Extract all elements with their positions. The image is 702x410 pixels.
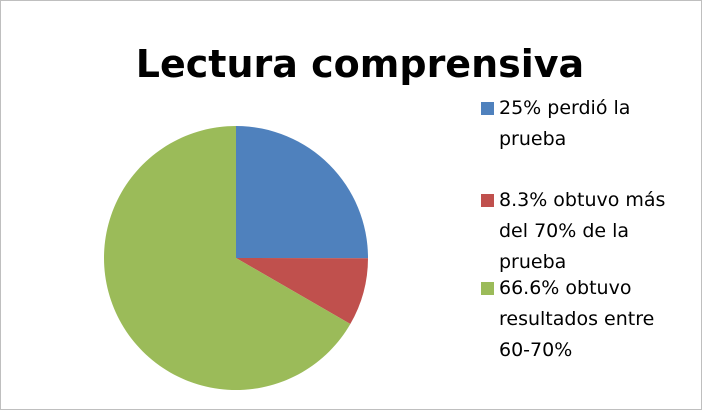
legend-swatch (481, 102, 494, 115)
pie-slice (236, 258, 368, 324)
legend-swatch (481, 282, 494, 295)
legend-item: 25% perdió la prueba (481, 93, 691, 155)
legend-label: 25% perdió la prueba (499, 97, 631, 150)
chart-title: Lectura comprensiva (135, 42, 585, 86)
legend-item: 8.3% obtuvo más del 70% de la prueba (481, 185, 691, 278)
legend-swatch (481, 194, 494, 207)
pie-slice (236, 126, 369, 259)
legend-label: 66.6% obtuvo resultados entre 60-70% (499, 277, 655, 361)
pie-slice (104, 126, 351, 390)
legend-label: 8.3% obtuvo más del 70% de la prueba (499, 189, 666, 273)
legend-item: 66.6% obtuvo resultados entre 60-70% (481, 273, 691, 366)
